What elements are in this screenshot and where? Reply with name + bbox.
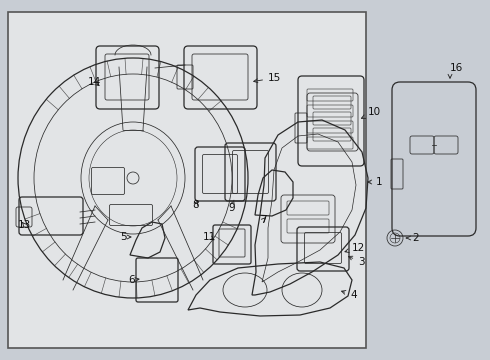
Text: 12: 12	[345, 243, 365, 253]
Text: 14: 14	[88, 77, 101, 87]
Text: 2: 2	[406, 233, 418, 243]
FancyBboxPatch shape	[8, 12, 366, 348]
Text: 8: 8	[192, 200, 198, 210]
Text: 11: 11	[203, 232, 216, 242]
Text: 1: 1	[368, 177, 383, 187]
Text: 3: 3	[348, 256, 365, 267]
Text: 4: 4	[342, 290, 357, 300]
Text: 10: 10	[362, 107, 381, 118]
Text: 13: 13	[18, 220, 31, 230]
Text: 6: 6	[128, 275, 139, 285]
Text: 15: 15	[254, 73, 281, 83]
Text: 7: 7	[260, 215, 267, 225]
Text: 5: 5	[120, 232, 131, 242]
Text: 16: 16	[450, 63, 463, 73]
Text: 9: 9	[228, 200, 235, 213]
